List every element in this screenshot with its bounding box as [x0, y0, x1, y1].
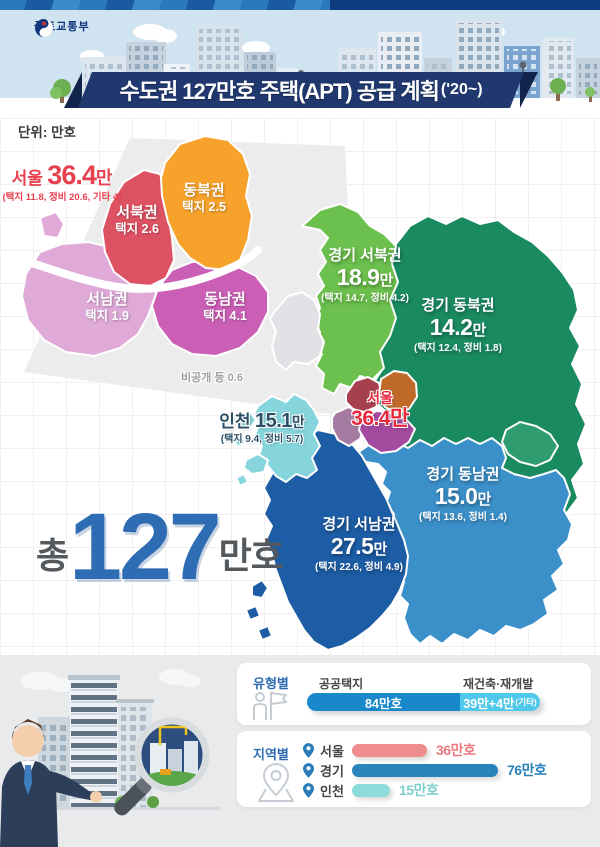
- type-section-label: 유형별: [253, 676, 289, 691]
- pin-icon: [303, 782, 314, 798]
- map-seoul-nw: [345, 376, 383, 413]
- presenter-illustration: [0, 669, 220, 847]
- pin-icon: [303, 742, 314, 758]
- total-prefix: 총: [36, 534, 70, 576]
- type-summary-card: 유형별 공공택지 재건축·재개발 84만호 39만+4만 (기타): [237, 663, 591, 725]
- ribbon-fold-left: [64, 72, 82, 108]
- bar-gyeonggi: [352, 763, 498, 777]
- region-row-incheon: 인천 15만호: [303, 782, 439, 799]
- region-label-gyeonggi-southeast: 경기 동남권 15.0만 (택지 13.6, 정비 1.4): [419, 466, 507, 523]
- island: [239, 411, 257, 429]
- flag-person-icon: [253, 692, 287, 720]
- map-region-incheon: [253, 393, 321, 483]
- island: [245, 605, 261, 621]
- region-summary-card: 지역별 서울 36만호 경기 76만호: [237, 731, 591, 807]
- title-ribbon: 수도권 127만호 주택(APT) 공급 계획 ('20~): [78, 72, 524, 108]
- page-title-suffix: ('20~): [440, 81, 483, 98]
- businessman: [0, 719, 102, 847]
- inset-label-dongbuk: 동북권 택지 2.5: [182, 182, 226, 214]
- region-label-gyeonggi-southwest: 경기 서남권 27.5만 (택지 22.6, 정비 4.9): [315, 516, 403, 573]
- seoul-inset-title: 서울 36.4만 (택지 11.8, 정비 20.6, 기타 4): [2, 160, 122, 203]
- map-region-gyeonggi-northwest: [301, 203, 399, 395]
- inset-title-name: 서울: [11, 169, 43, 188]
- ministry-brand: 국토교통부: [34, 18, 90, 37]
- island: [232, 433, 246, 448]
- map-region-gimpo: [269, 291, 325, 371]
- inset-title-unit: 만: [95, 168, 113, 188]
- region-label-gyeonggi-northeast: 경기 동북권 14.2만 (택지 12.4, 정비 1.8): [414, 297, 502, 354]
- unit-label: 단위: 만호: [18, 125, 76, 140]
- bar-seoul: [352, 743, 427, 757]
- island: [257, 625, 273, 641]
- summary-section: 유형별 공공택지 재건축·재개발 84만호 39만+4만 (기타): [0, 655, 600, 847]
- type-bar1-name: 공공택지: [319, 677, 364, 691]
- inset-region-seonam-sliver: [39, 211, 65, 239]
- island: [243, 453, 269, 475]
- map-pin-icon: [258, 763, 294, 802]
- type-bar: 84만호 39만+4만 (기타): [307, 693, 540, 711]
- type-bar2-name: 재건축·재개발: [463, 677, 534, 691]
- pin-icon: [303, 762, 314, 778]
- inset-region-dongbuk: [160, 135, 253, 271]
- inset-title-value: 36.4: [47, 160, 97, 190]
- type-bar-redev: 39만+4만 (기타): [460, 693, 540, 711]
- region-section-label: 지역별: [253, 747, 289, 762]
- total-suffix: 만호: [218, 534, 284, 576]
- total-supply: 총 127 만호: [36, 494, 284, 600]
- han-river: [12, 246, 262, 293]
- map-region-gyeonggi-southwest: [263, 429, 409, 651]
- region-map: [12, 135, 587, 651]
- total-number: 127: [69, 494, 222, 600]
- type-bar-public: 84만호: [307, 693, 460, 711]
- inset-title-detail: (택지 11.8, 정비 20.6, 기타 4): [2, 192, 122, 203]
- inset-label-dongnam: 동남권 택지 4.1: [203, 291, 247, 323]
- island: [251, 579, 269, 599]
- region-label-gyeonggi-northwest: 경기 서북권 18.9만 (택지 14.7, 정비 4.2): [321, 247, 409, 304]
- clouds: [20, 669, 201, 692]
- top-decoration-strip: [0, 0, 600, 10]
- triangle-pattern: [0, 0, 330, 10]
- page-title: 수도권 127만호 주택(APT) 공급 계획: [119, 79, 439, 104]
- inset-label-seonam: 서남권 택지 1.9: [85, 291, 129, 323]
- inset-label-seobuk: 서북권 택지 2.6: [115, 204, 159, 236]
- map-seoul-sw: [331, 406, 365, 447]
- region-label-incheon: 인천 15.1만 (택지 9.4, 정비 5.7): [219, 410, 305, 446]
- region-row-gyeonggi: 경기 76만호: [303, 762, 547, 779]
- bar-incheon: [352, 783, 390, 797]
- magnifier: [114, 717, 210, 816]
- inset-region-seobuk: [101, 169, 175, 287]
- map-note: 비공개 등 0.6: [181, 372, 243, 384]
- map-region-patch: [501, 421, 559, 467]
- map-section: 단위: 만호: [0, 118, 600, 655]
- island: [235, 473, 249, 487]
- region-row-seoul: 서울 36만호: [303, 742, 476, 759]
- ribbon-fold-right: [520, 72, 538, 108]
- map-seoul-se: [358, 410, 416, 454]
- map-seoul-ne: [378, 370, 418, 414]
- region-label-seoul: 서울 36.4만: [351, 390, 409, 430]
- government-emblem-icon: [35, 19, 53, 37]
